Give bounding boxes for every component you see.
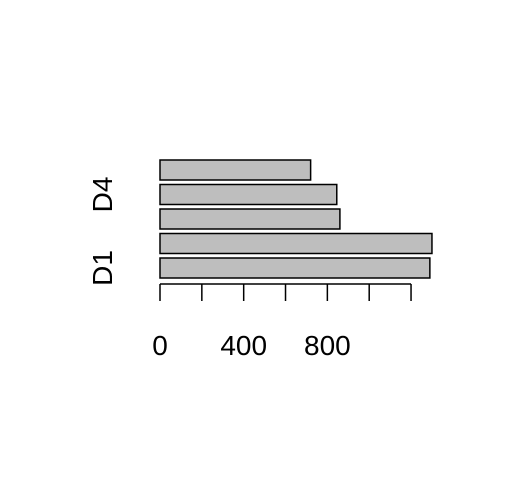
bar-d3 [159, 208, 341, 230]
bars-layer [159, 159, 433, 279]
x-axis: 0 400 800 [152, 283, 412, 361]
y-axis-labels: D1 D4 [87, 177, 118, 286]
x-tick-label-800: 800 [304, 330, 351, 361]
x-tick-label-400: 400 [220, 330, 267, 361]
x-tick-label-0: 0 [152, 330, 168, 361]
bar-d5 [159, 159, 312, 181]
bar-d4 [159, 183, 338, 206]
bar-d2 [159, 232, 433, 255]
bar-d1 [159, 257, 431, 279]
y-category-label-d1: D1 [87, 250, 118, 286]
y-category-label-d4: D4 [87, 177, 118, 213]
